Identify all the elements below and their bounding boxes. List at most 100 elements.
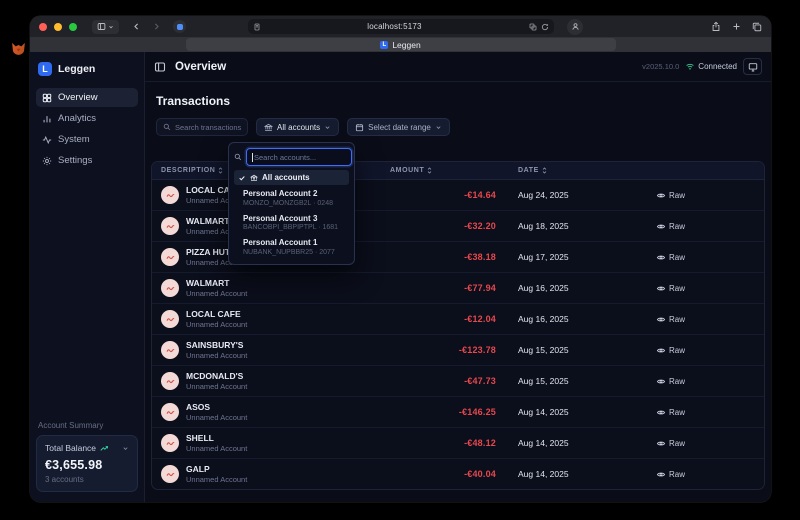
minimize-button[interactable] — [54, 22, 62, 31]
raw-button[interactable]: Raw — [656, 253, 685, 262]
app-version: v2025.10.0 — [642, 62, 680, 71]
transaction-amount: -€146.25 — [458, 407, 496, 417]
transaction-date: Aug 24, 2025 — [518, 190, 569, 200]
zoom-button[interactable] — [69, 22, 77, 31]
translate-icon[interactable] — [529, 23, 537, 31]
connection-status: Connected — [685, 62, 737, 71]
table-row[interactable]: MCDONALD'S Unnamed Account -€47.73 Aug 1… — [152, 365, 764, 396]
raw-button[interactable]: Raw — [656, 191, 685, 200]
page-title: Overview — [175, 60, 227, 73]
raw-button[interactable]: Raw — [656, 470, 685, 479]
account-option[interactable]: Personal Account 2 MONZO_MONZGB2L · 0248 — [234, 185, 349, 210]
table-row[interactable]: SHELL Unnamed Account -€48.12 Aug 14, 20… — [152, 427, 764, 458]
chevron-down-icon[interactable] — [122, 445, 129, 452]
date-range-button[interactable]: Select date range — [347, 118, 450, 136]
share-icon[interactable] — [711, 21, 721, 32]
table-row[interactable]: PIZZA HUT Unnamed Account -€38.18 Aug 17… — [152, 241, 764, 272]
browser-sidebar-toggle[interactable] — [92, 19, 119, 34]
transaction-account: Unnamed Account — [186, 196, 248, 206]
sidebar-toggle-icon — [97, 22, 106, 31]
transaction-date: Aug 16, 2025 — [518, 314, 569, 324]
table-row[interactable]: WALMART Unnamed Account -€77.94 Aug 16, … — [152, 272, 764, 303]
reload-icon[interactable] — [541, 23, 549, 31]
search-icon — [234, 153, 242, 161]
transaction-description: MCDONALD'S — [186, 370, 244, 381]
tab-overview-icon[interactable] — [752, 22, 762, 32]
table-row[interactable]: ASOS Unnamed Account -€146.25 Aug 14, 20… — [152, 396, 764, 427]
table-row[interactable]: WALMART Unnamed Account -€32.20 Aug 18, … — [152, 210, 764, 241]
profile-button[interactable] — [567, 18, 583, 35]
extension-button[interactable] — [173, 20, 186, 33]
raw-button[interactable]: Raw — [656, 315, 685, 324]
panel-toggle-icon[interactable] — [154, 61, 166, 73]
table-row[interactable]: GALP Unnamed Account -€40.04 Aug 14, 202… — [152, 458, 764, 489]
search-transactions-input[interactable] — [175, 122, 241, 132]
forward-button[interactable] — [152, 22, 161, 31]
trending-up-icon — [100, 444, 109, 453]
account-option-all[interactable]: All accounts — [234, 170, 349, 185]
address-bar[interactable]: localhost:5173 — [247, 19, 554, 34]
transactions-title: Transactions — [156, 94, 231, 108]
raw-button[interactable]: Raw — [656, 439, 685, 448]
account-option[interactable]: Personal Account 3 BANCOBPI_BBPIPTPL · 1… — [234, 210, 349, 235]
column-date[interactable]: Date — [496, 167, 646, 174]
window-controls — [39, 22, 77, 31]
merchant-avatar — [161, 248, 179, 266]
transactions-search[interactable] — [156, 118, 248, 136]
account-options: Personal Account 2 MONZO_MONZGB2L · 0248… — [234, 185, 349, 259]
accounts-filter-button[interactable]: All accounts — [256, 118, 340, 136]
account-summary-card[interactable]: Total Balance €3,655.98 3 accounts — [36, 435, 138, 492]
search-accounts-field[interactable] — [246, 148, 352, 166]
bar-chart-icon — [42, 114, 52, 124]
transaction-description: ASOS — [186, 401, 211, 412]
account-option-detail: NUBANK_NUPBBR25 · 2077 — [243, 248, 335, 256]
raw-button[interactable]: Raw — [656, 346, 685, 355]
merchant-avatar — [161, 372, 179, 390]
close-button[interactable] — [39, 22, 47, 31]
account-option[interactable]: Personal Account 1 NUBANK_NUPBBR25 · 207… — [234, 234, 349, 259]
main-panel: Overview v2025.10.0 Connected Transactio… — [145, 52, 771, 502]
active-tab[interactable]: L Leggen — [185, 38, 616, 51]
back-button[interactable] — [132, 22, 141, 31]
search-icon — [163, 123, 171, 131]
raw-button[interactable]: Raw — [656, 408, 685, 417]
transaction-account: Unnamed Account — [186, 382, 248, 392]
eye-icon — [656, 377, 666, 386]
account-option-detail: MONZO_MONZGB2L · 0248 — [243, 199, 333, 207]
sidebar: L Leggen Overview Analytics System — [30, 52, 145, 502]
sidebar-item-analytics[interactable]: Analytics — [36, 109, 138, 128]
sidebar-item-system[interactable]: System — [36, 130, 138, 149]
raw-button[interactable]: Raw — [656, 222, 685, 231]
brand: L Leggen — [38, 62, 136, 76]
transaction-account: Unnamed Account — [186, 413, 248, 423]
tab-favicon: L — [380, 40, 389, 49]
grid-icon — [42, 93, 52, 103]
tab-bar: L Leggen — [30, 37, 771, 52]
wifi-icon — [685, 62, 695, 71]
column-description[interactable]: Description — [152, 167, 390, 174]
merchant-avatar — [161, 186, 179, 204]
sidebar-item-settings[interactable]: Settings — [36, 151, 138, 170]
account-option-name: Personal Account 3 — [243, 213, 318, 223]
eye-icon — [656, 408, 666, 417]
theme-toggle-button[interactable] — [743, 58, 762, 75]
leggen-logo-icon: L — [38, 62, 52, 76]
new-tab-icon[interactable] — [732, 22, 741, 31]
accounts-filter-label: All accounts — [277, 122, 321, 132]
raw-button[interactable]: Raw — [656, 284, 685, 293]
filter-bar: All accounts Select date range — [156, 118, 765, 136]
raw-button[interactable]: Raw — [656, 377, 685, 386]
page-icon — [253, 23, 261, 31]
bank-icon — [264, 123, 273, 132]
table-row[interactable]: LOCAL CAFE Unnamed Account -€12.04 Aug 1… — [152, 303, 764, 334]
search-accounts-input[interactable] — [253, 152, 351, 162]
sidebar-item-overview[interactable]: Overview — [36, 88, 138, 107]
monitor-icon — [748, 62, 758, 72]
transaction-description: LOCAL CAFE — [186, 308, 241, 319]
table-row[interactable]: LOCAL CAFE Unnamed Account -€14.64 Aug 2… — [152, 180, 764, 210]
column-amount[interactable]: Amount — [390, 167, 496, 174]
transaction-date: Aug 14, 2025 — [518, 438, 569, 448]
url-text: localhost:5173 — [367, 22, 422, 31]
text-caret — [252, 152, 253, 162]
table-row[interactable]: SAINSBURY'S Unnamed Account -€123.78 Aug… — [152, 334, 764, 365]
